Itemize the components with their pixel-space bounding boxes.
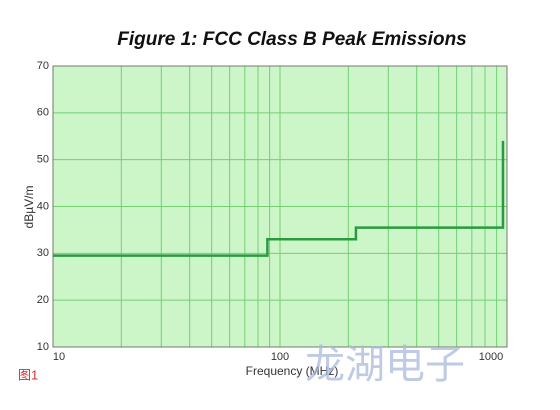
x-tick-label: 1000 (479, 351, 503, 363)
x-tick-label: 100 (271, 351, 289, 363)
x-tick-label: 10 (53, 351, 65, 363)
y-tick-label: 50 (37, 154, 49, 166)
plot-border (52, 65, 508, 348)
y-tick-label: 40 (37, 200, 49, 212)
series-line (53, 140, 505, 257)
figure-label: 图1 (18, 367, 38, 382)
watermark: 龙湖电子 (305, 342, 465, 388)
y-tick-label: 60 (37, 107, 49, 119)
y-tick-label: 30 (37, 247, 49, 259)
y-tick-label: 20 (37, 294, 49, 306)
y-tick-label: 70 (37, 60, 49, 72)
y-tick-label: 10 (37, 341, 49, 353)
x-axis-label: Frequency (MHz) (246, 364, 339, 378)
chart-title: Figure 1: FCC Class B Peak Emissions (117, 29, 467, 50)
y-axis-label: dBµV/m (22, 186, 36, 229)
